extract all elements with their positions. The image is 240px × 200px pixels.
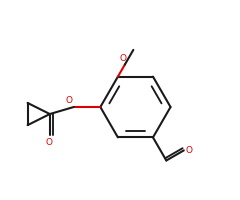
Text: O: O bbox=[186, 146, 193, 155]
Text: O: O bbox=[65, 96, 72, 105]
Text: O: O bbox=[119, 54, 126, 63]
Text: O: O bbox=[46, 138, 53, 147]
